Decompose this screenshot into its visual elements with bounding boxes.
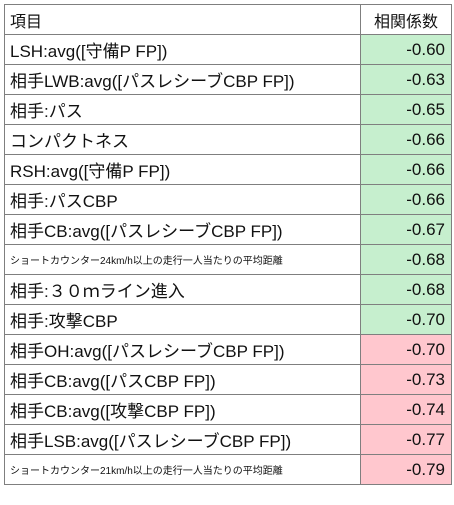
table-row: 相手OH:avg([パスレシーブCBP FP]) -0.70 (4, 334, 452, 365)
table-row: コンパクトネス -0.66 (4, 124, 452, 155)
table-row: 相手:パスCBP -0.66 (4, 184, 452, 215)
row-label: 相手:攻撃CBP (4, 304, 361, 335)
row-label: LSH:avg([守備P FP]) (4, 34, 361, 65)
row-correlation-value: -0.60 (360, 34, 452, 65)
row-label: 相手:パス (4, 94, 361, 125)
row-correlation-value: -0.68 (360, 244, 452, 275)
row-correlation-value: -0.65 (360, 94, 452, 125)
table-row: 相手LWB:avg([パスレシーブCBP FP]) -0.63 (4, 64, 452, 95)
column-header-item: 項目 (4, 4, 361, 35)
table-row: ショートカウンター21km/h以上の走行一人当たりの平均距離 -0.79 (4, 454, 452, 485)
row-correlation-value: -0.63 (360, 64, 452, 95)
table-row: 相手:３０ｍライン進入 -0.68 (4, 274, 452, 305)
row-label: 相手OH:avg([パスレシーブCBP FP]) (4, 334, 361, 365)
correlation-table-container: 項目 相関係数 LSH:avg([守備P FP]) -0.60 相手LWB:avg(… (4, 4, 452, 485)
row-correlation-value: -0.74 (360, 394, 452, 425)
row-label: 相手:３０ｍライン進入 (4, 274, 361, 305)
table-row: 相手LSB:avg([パスレシーブCBP FP]) -0.77 (4, 424, 452, 455)
row-label: 相手LWB:avg([パスレシーブCBP FP]) (4, 64, 361, 95)
row-label: コンパクトネス (4, 124, 361, 155)
row-correlation-value: -0.79 (360, 454, 452, 485)
table-row: LSH:avg([守備P FP]) -0.60 (4, 34, 452, 65)
table-row: 相手CB:avg([パスレシーブCBP FP]) -0.67 (4, 214, 452, 245)
row-correlation-value: -0.68 (360, 274, 452, 305)
row-correlation-value: -0.73 (360, 364, 452, 395)
row-correlation-value: -0.67 (360, 214, 452, 245)
row-correlation-value: -0.66 (360, 184, 452, 215)
column-header-coefficient: 相関係数 (360, 4, 452, 35)
row-label: RSH:avg([守備P FP]) (4, 154, 361, 185)
table-row: 相手:パス -0.65 (4, 94, 452, 125)
table-row: 相手:攻撃CBP -0.70 (4, 304, 452, 335)
header-row: 項目 相関係数 (4, 4, 452, 35)
row-correlation-value: -0.66 (360, 154, 452, 185)
table-body: LSH:avg([守備P FP]) -0.60 相手LWB:avg([パスレシーブC… (4, 34, 452, 485)
row-label: 相手CB:avg([攻撃CBP FP]) (4, 394, 361, 425)
table-row: 相手CB:avg([パスCBP FP]) -0.73 (4, 364, 452, 395)
row-label: ショートカウンター24km/h以上の走行一人当たりの平均距離 (4, 244, 361, 275)
table-row: 相手CB:avg([攻撃CBP FP]) -0.74 (4, 394, 452, 425)
row-correlation-value: -0.70 (360, 304, 452, 335)
row-correlation-value: -0.77 (360, 424, 452, 455)
row-label: 相手LSB:avg([パスレシーブCBP FP]) (4, 424, 361, 455)
table-row: RSH:avg([守備P FP]) -0.66 (4, 154, 452, 185)
row-label: 相手CB:avg([パスCBP FP]) (4, 364, 361, 395)
row-correlation-value: -0.70 (360, 334, 452, 365)
row-correlation-value: -0.66 (360, 124, 452, 155)
row-label: ショートカウンター21km/h以上の走行一人当たりの平均距離 (4, 454, 361, 485)
row-label: 相手CB:avg([パスレシーブCBP FP]) (4, 214, 361, 245)
table-row: ショートカウンター24km/h以上の走行一人当たりの平均距離 -0.68 (4, 244, 452, 275)
correlation-table: 項目 相関係数 LSH:avg([守備P FP]) -0.60 相手LWB:avg(… (4, 4, 452, 485)
row-label: 相手:パスCBP (4, 184, 361, 215)
